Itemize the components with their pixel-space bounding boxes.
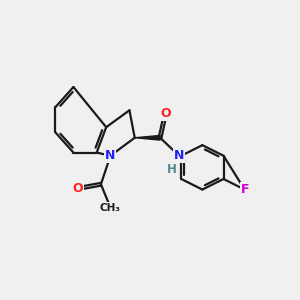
Polygon shape: [135, 135, 160, 140]
Text: O: O: [160, 107, 171, 120]
Text: N: N: [105, 149, 116, 162]
Text: N: N: [174, 149, 184, 162]
Text: H: H: [167, 163, 177, 176]
Text: F: F: [240, 183, 249, 196]
Text: CH₃: CH₃: [100, 202, 121, 212]
Text: O: O: [72, 182, 83, 195]
